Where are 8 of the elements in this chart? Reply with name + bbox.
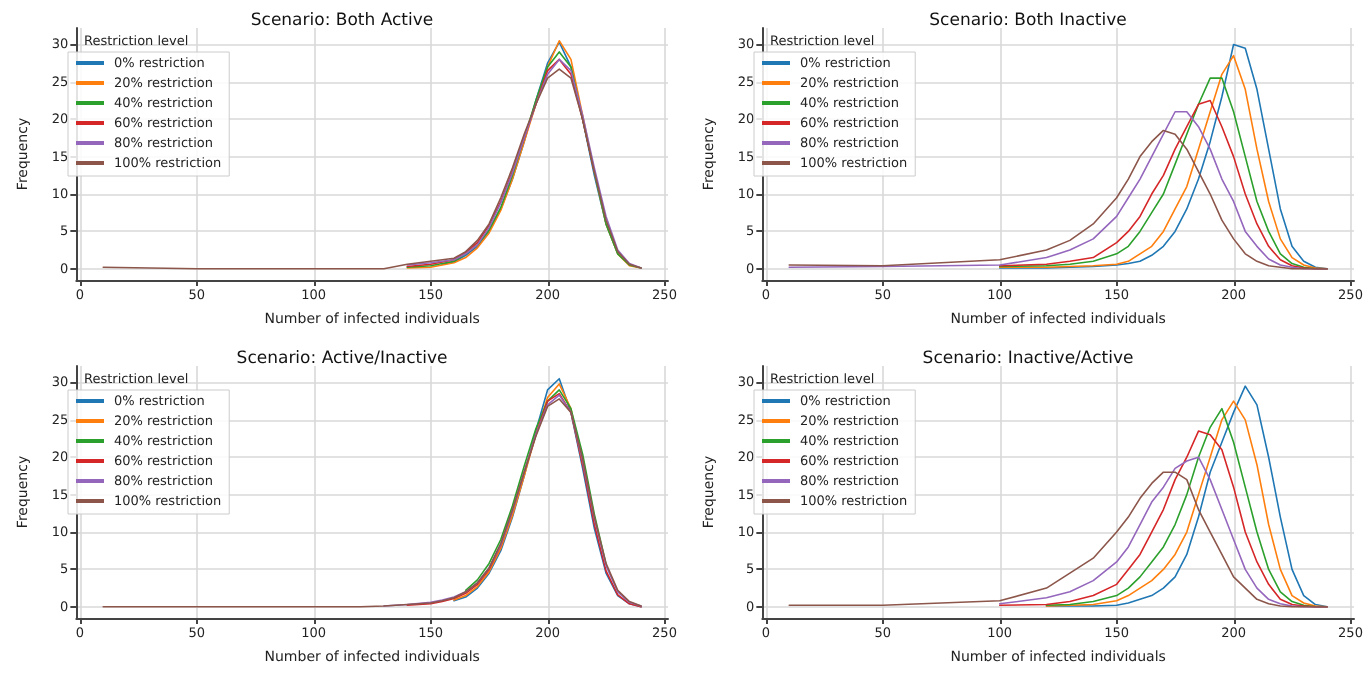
line-series bbox=[102, 68, 642, 270]
chart-title: Scenario: Inactive/Active bbox=[922, 349, 1134, 369]
chart-title: Scenario: Active/Inactive bbox=[236, 349, 448, 369]
line-series bbox=[464, 389, 607, 592]
chart-title: Scenario: Both Inactive bbox=[929, 11, 1127, 31]
chart-title: Scenario: Both Active bbox=[250, 11, 434, 31]
line-series bbox=[788, 471, 1328, 608]
line-series bbox=[102, 398, 642, 608]
